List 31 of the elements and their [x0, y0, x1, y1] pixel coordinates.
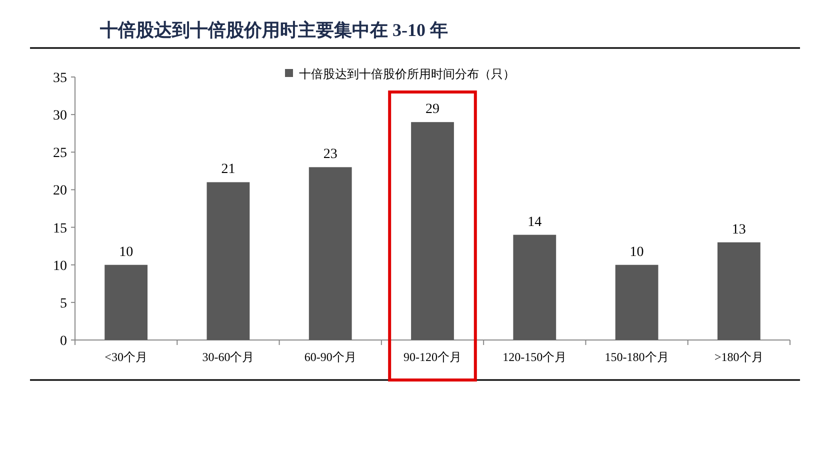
data-label: 29 — [426, 102, 440, 118]
y-tick-label: 30 — [53, 108, 67, 124]
data-label: 13 — [732, 222, 746, 238]
data-label: 10 — [630, 244, 644, 260]
data-label: 23 — [323, 147, 338, 162]
chart-title: 十倍股达到十倍股价用时主要集中在 3-10 年 — [99, 20, 448, 40]
y-tick-label: 25 — [53, 146, 67, 162]
bar — [206, 182, 250, 340]
data-label: 10 — [119, 244, 134, 260]
legend: 十倍股达到十倍股价所用时间分布（只） — [285, 67, 515, 81]
y-tick-label: 10 — [53, 258, 67, 274]
x-tick-label: 150-180个月 — [604, 350, 669, 364]
y-tick-label: 35 — [53, 71, 67, 86]
x-tick-label: 90-120个月 — [404, 350, 462, 364]
y-tick-label: 20 — [53, 184, 67, 199]
y-tick-label: 15 — [53, 221, 67, 236]
y-tick-label: 0 — [60, 334, 67, 349]
bar — [411, 122, 454, 340]
bar — [308, 167, 352, 340]
x-tick-label: 60-90个月 — [304, 350, 356, 364]
bar — [615, 264, 658, 340]
x-tick-label: 120-150个月 — [502, 350, 567, 364]
y-tick-label: 5 — [60, 296, 67, 312]
data-label: 14 — [528, 214, 542, 230]
x-tick-label: >180个月 — [714, 350, 764, 364]
x-tick-label: 30-60个月 — [202, 350, 254, 364]
data-label: 21 — [221, 162, 236, 178]
bar — [513, 234, 556, 340]
bar — [717, 242, 760, 340]
bar — [104, 264, 148, 340]
x-tick-label: <30个月 — [104, 350, 148, 364]
